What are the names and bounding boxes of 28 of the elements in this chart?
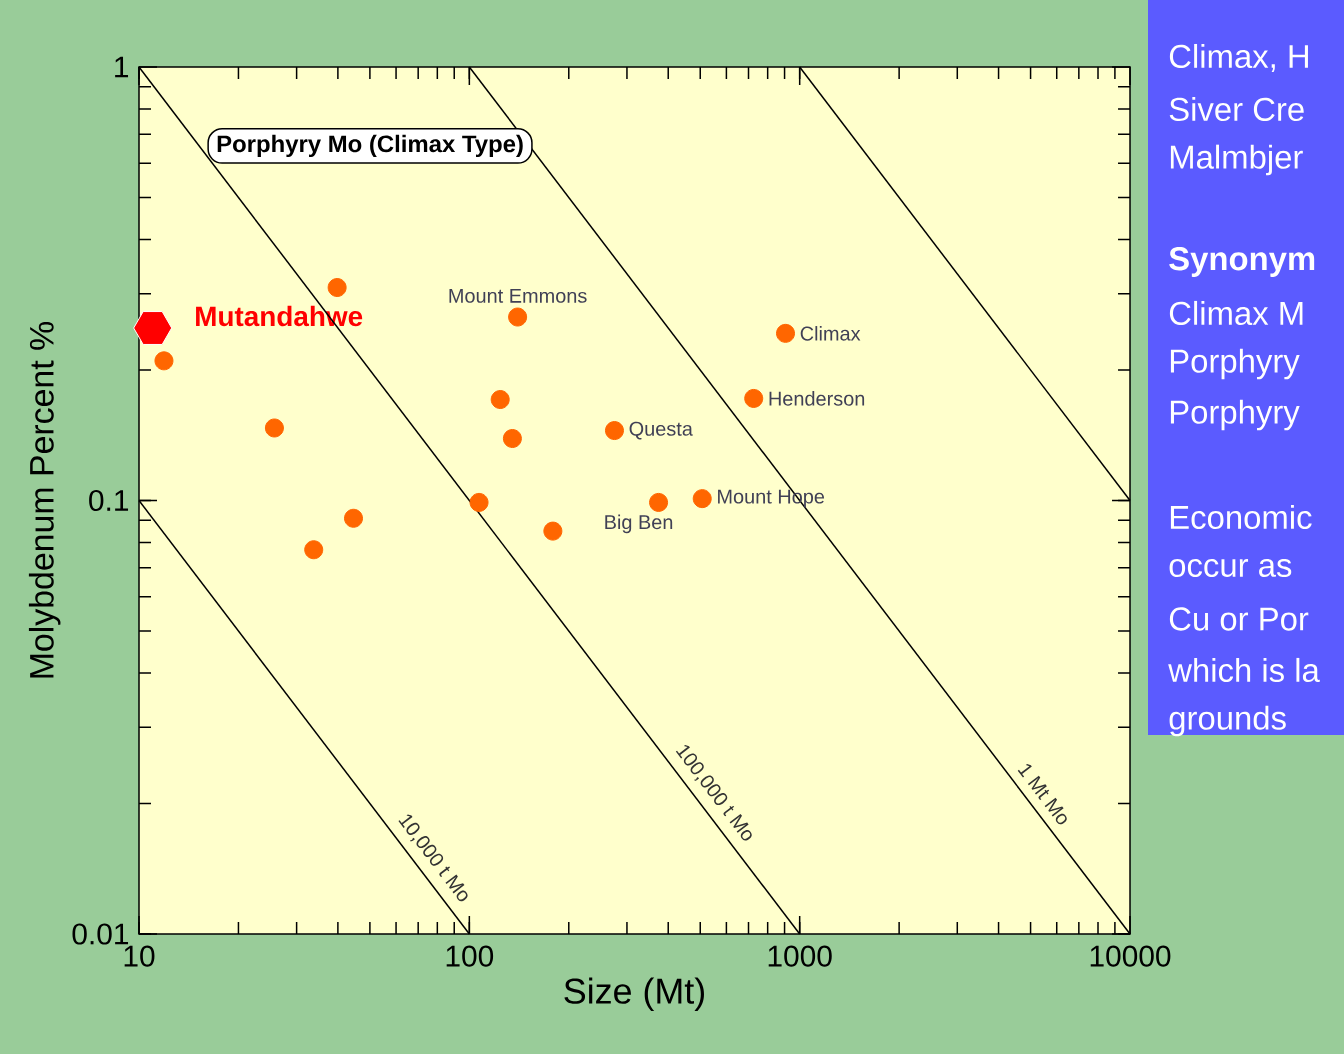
annotation: Big Ben [605, 514, 673, 534]
text: occur as [1169, 558, 1292, 578]
y-tick-label: 0.1 [89, 489, 129, 512]
annotation: Climax [800, 326, 861, 341]
annotation: Henderson [769, 391, 865, 406]
text: which is la [1168, 657, 1320, 683]
x-tick-label: 10000 [1090, 945, 1171, 967]
text: Porphyry Mo (Climax Type) [217, 134, 523, 158]
y-tick-label: 0.01 [72, 923, 129, 945]
x-tick-label: 10 [124, 945, 155, 967]
text: Porphyry [1170, 399, 1300, 431]
text: 1 Mt Mo [1017, 764, 1067, 825]
x-tick-label: 1000 [768, 945, 832, 967]
text: grounds [1169, 705, 1286, 737]
text: Economic [1170, 504, 1312, 530]
x-axis-title: Size (Mt) [564, 977, 704, 1011]
text: Synonym [1169, 247, 1315, 277]
text: Climax, H [1169, 43, 1308, 72]
annotation: Mount Emmons [449, 288, 587, 303]
y-axis-title: Molybdenum Percent % [28, 321, 61, 678]
y-tick-label: 1 [115, 56, 129, 78]
text: Cu or Por [1169, 607, 1309, 631]
text: Malmbjer [1170, 144, 1303, 176]
annotation: Questa [629, 421, 693, 440]
text: Siver Cre [1169, 96, 1304, 122]
text: Climax M [1169, 300, 1303, 326]
x-tick-label: 100 [446, 945, 494, 967]
text: Porphyry [1170, 348, 1300, 380]
